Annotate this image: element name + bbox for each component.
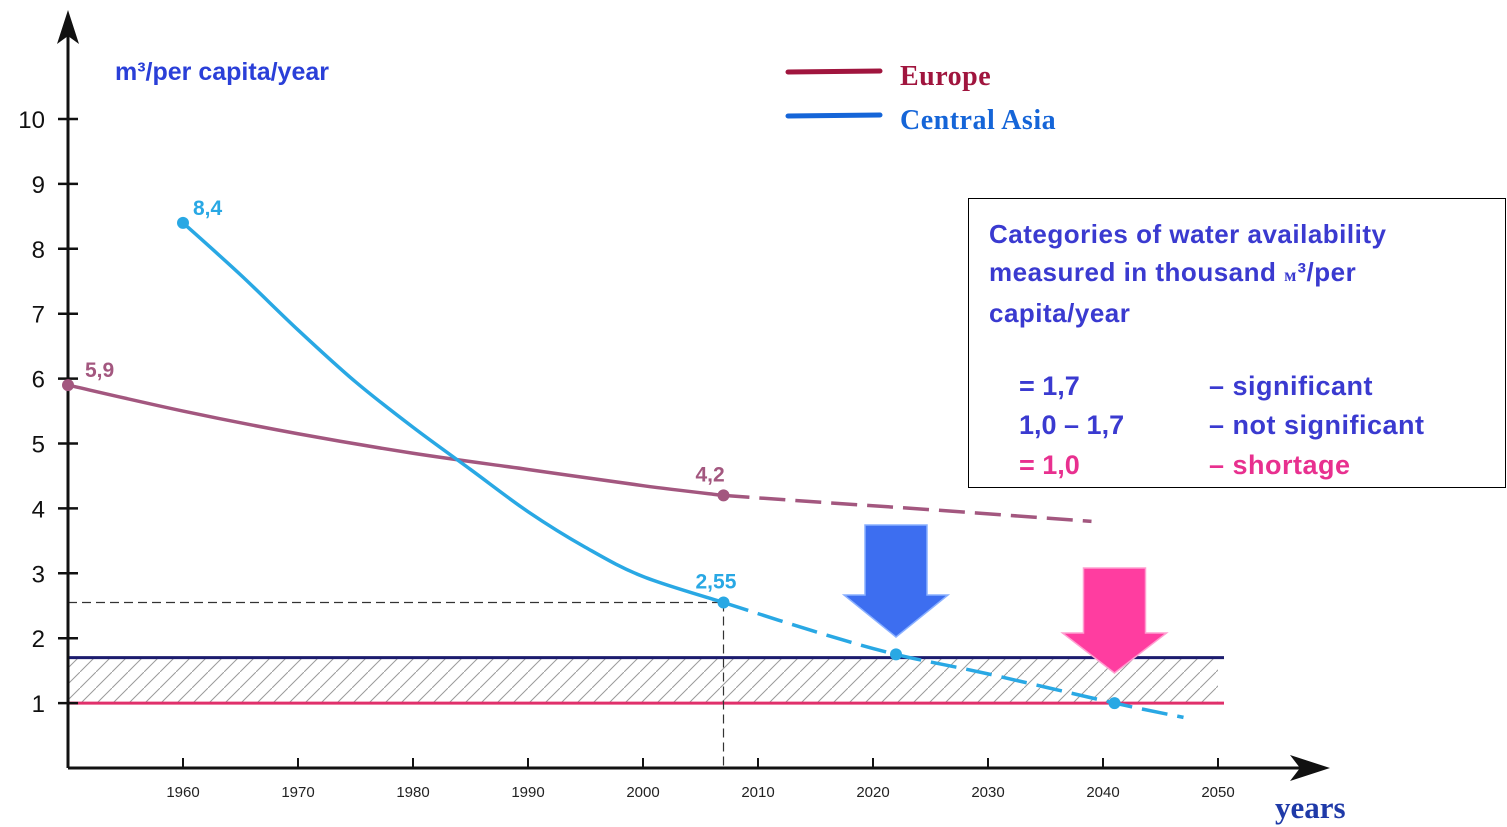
categories-title-part-1: Categories of water availability measure… [989, 219, 1387, 287]
y-tick-label: 3 [32, 561, 45, 588]
x-ticks: 1960 1970 1980 1990 2000 2010 2020 2030 2040 2050 [166, 758, 1235, 801]
europe-actual-line [67, 383, 724, 498]
central-asia-intersection-point [1108, 697, 1121, 710]
europe-data-label: 5,9 [85, 359, 114, 382]
y-tick-label: 9 [32, 172, 45, 199]
categories-title: Categories of water availability measure… [989, 215, 1499, 332]
y-axis-arrowhead [57, 10, 79, 44]
reference-lines-layer [68, 656, 1224, 705]
y-tick-label: 4 [32, 496, 45, 523]
x-tick-label: 1960 [166, 784, 199, 801]
y-tick-label: 5 [32, 432, 45, 459]
y-ticks: 1 2 3 4 5 6 7 8 9 10 [18, 107, 78, 718]
legend: Europe Central Asia [785, 61, 1056, 136]
guide-lines-layer [68, 601, 725, 768]
hatched-band-layer [68, 657, 1218, 704]
central-asia-data-point [717, 596, 730, 609]
x-tick-label: 1970 [281, 784, 314, 801]
categories-box: Categories of water availability measure… [968, 198, 1506, 488]
y-tick-label: 7 [32, 302, 45, 329]
categories-title-unit: м [1284, 265, 1298, 285]
legend-label-europe: Europe [900, 61, 991, 92]
category-range: = 1,7 [1019, 371, 1080, 401]
central-asia-data-label: 2,55 [696, 571, 737, 594]
europe-data-point [62, 379, 74, 392]
y-tick-label: 1 [32, 691, 45, 718]
central-asia-data-point [177, 216, 189, 229]
axes [57, 10, 1330, 781]
categories-title-part-2: ³/per capita/year [989, 257, 1357, 328]
x-tick-label: 2000 [626, 784, 659, 801]
category-range: = 1,0 [1019, 450, 1080, 480]
central-asia-intersection-point [890, 648, 902, 661]
y-tick-label: 8 [32, 237, 45, 264]
x-tick-label: 2040 [1086, 784, 1119, 801]
y-axis-label: m³/per capita/year [115, 58, 329, 86]
x-tick-label: 2050 [1201, 784, 1234, 801]
y-tick-label: 6 [32, 367, 45, 394]
x-tick-label: 1990 [511, 784, 544, 801]
category-row-shortage: = 1,0 – shortage [969, 450, 1507, 480]
central-asia-actual-line [181, 221, 725, 605]
legend-label-central-asia: Central Asia [900, 105, 1056, 136]
category-range: 1,0 – 1,7 [1019, 410, 1125, 440]
europe-data-label: 4,2 [696, 463, 725, 486]
x-tick-label: 2020 [856, 784, 889, 801]
europe-projected-line [723, 493, 1092, 524]
category-description: – not significant [1209, 410, 1425, 440]
markers-layer: 5,9 4,2 8,4 2,55 [62, 197, 1121, 710]
arrow-down-pink-icon [1060, 567, 1169, 674]
arrow-down-blue-icon [841, 524, 951, 638]
legend-swatch-central-asia [785, 112, 883, 119]
category-row-not-significant: 1,0 – 1,7 – not significant [969, 410, 1507, 440]
x-tick-label: 2010 [741, 784, 774, 801]
category-row-significant: = 1,7 – significant [969, 371, 1507, 401]
category-description: – significant [1209, 371, 1374, 401]
x-axis-arrowhead [1290, 755, 1330, 781]
x-axis-label: years [1275, 790, 1346, 825]
x-tick-label: 1980 [396, 784, 429, 801]
category-description: – shortage [1209, 450, 1351, 480]
europe-data-point [717, 489, 730, 502]
arrows-layer [841, 524, 1169, 674]
hatched-band [68, 657, 1218, 704]
y-tick-label: 10 [18, 107, 45, 134]
x-tick-label: 2030 [971, 784, 1004, 801]
central-asia-data-label: 8,4 [193, 197, 223, 220]
y-tick-label: 2 [32, 626, 45, 653]
legend-swatch-europe [785, 68, 883, 75]
